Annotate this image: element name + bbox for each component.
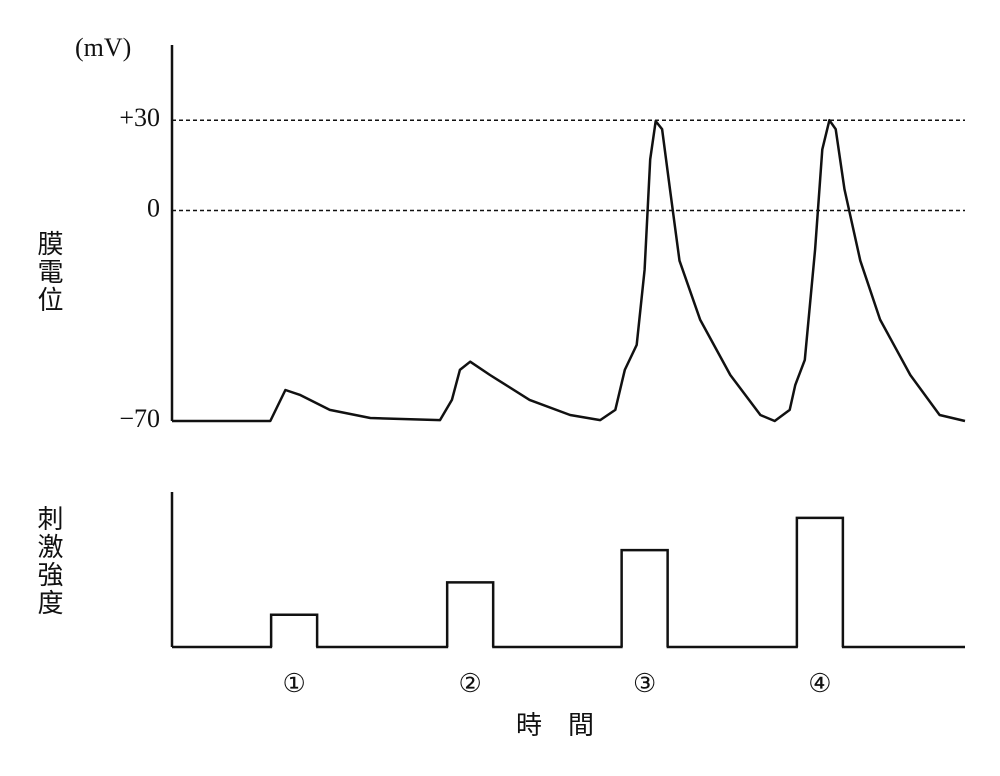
membrane-potential-line [172, 118, 966, 423]
y-tick-label: 0 [147, 193, 160, 222]
y-label: 刺激強度 [34, 505, 63, 617]
y-label: 膜電位 [34, 230, 63, 314]
category-label: ③ [633, 669, 656, 698]
bar-fill [622, 550, 667, 649]
y-tick-label: +30 [119, 103, 160, 132]
y-tick-label: −70 [119, 404, 160, 433]
x-label: 時 間 [516, 711, 594, 740]
stimulus-pulse [269, 613, 319, 647]
category-label: ① [282, 669, 305, 698]
bar-fill [797, 517, 842, 649]
y-unit: (mV) [75, 33, 131, 62]
stimulus-pulse [620, 548, 669, 647]
stimulus-pulse [795, 516, 845, 647]
bar-fill [448, 582, 493, 649]
bar-fill [272, 614, 317, 649]
category-label: ② [459, 669, 482, 698]
category-label: ④ [808, 669, 831, 698]
stimulus-pulse [445, 581, 495, 647]
